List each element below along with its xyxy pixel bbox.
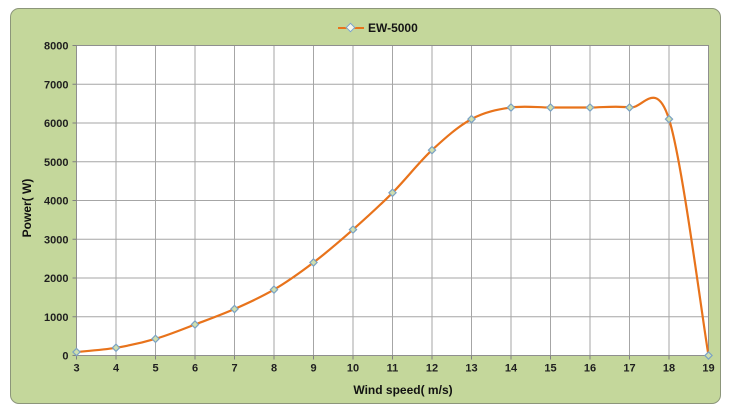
x-axis-tick-label: 6 <box>192 363 198 375</box>
data-point-marker <box>348 225 358 235</box>
y-axis-tick-label: 7000 <box>44 79 68 91</box>
y-axis-tick-label: 1000 <box>44 312 68 324</box>
y-axis-tick-label: 4000 <box>44 196 68 208</box>
legend: EW-5000 <box>338 19 418 37</box>
x-axis-tick-label: 14 <box>505 363 518 375</box>
data-point-marker <box>585 103 595 112</box>
data-point-marker <box>467 114 476 124</box>
x-axis-tick-label: 9 <box>310 363 316 375</box>
data-point-marker <box>190 320 200 329</box>
x-axis-tick-label: 15 <box>544 363 556 375</box>
data-point-marker <box>151 334 160 344</box>
data-point-marker <box>427 145 437 155</box>
x-axis-tick-label: 7 <box>231 363 237 375</box>
y-axis-tick-label: 5000 <box>44 157 68 169</box>
legend-line-sample <box>338 22 364 33</box>
data-point-marker <box>269 285 279 295</box>
x-axis-title: Wind speed( m/s) <box>353 383 453 397</box>
x-axis-tick-label: 5 <box>152 363 158 375</box>
data-point-marker <box>72 347 81 357</box>
data-point-marker <box>388 188 397 198</box>
data-point-marker <box>546 103 555 112</box>
y-axis-tick-label: 3000 <box>44 234 68 246</box>
y-axis-tick-label: 0 <box>62 351 68 363</box>
x-axis-tick-label: 17 <box>623 363 635 375</box>
data-point-marker <box>111 343 121 353</box>
x-axis-tick-label: 18 <box>663 363 675 375</box>
data-point-marker <box>309 258 318 267</box>
y-axis-tick-label: 6000 <box>44 118 68 130</box>
data-point-marker <box>625 103 634 112</box>
legend-series-label: EW-5000 <box>368 21 418 35</box>
x-axis-tick-label: 8 <box>271 363 277 375</box>
legend-diamond-marker-icon <box>345 22 356 33</box>
y-axis-title: Power( W) <box>20 178 34 238</box>
data-point-marker <box>230 304 239 314</box>
y-axis-tick-label: 2000 <box>44 273 68 285</box>
data-point-marker <box>704 351 713 360</box>
x-axis-tick-label: 13 <box>465 363 477 375</box>
y-axis-tick-label: 8000 <box>44 41 68 53</box>
chart-frame: EW-5000 3 4 5 6 7 8 9 10 11 12 13 14 15 16 17 18 19 0 1000… <box>10 8 721 404</box>
x-axis-tick-label: 19 <box>702 363 714 375</box>
x-axis-tick-label: 16 <box>584 363 596 375</box>
x-axis-tick-label: 10 <box>347 363 359 375</box>
data-point-marker <box>664 114 674 124</box>
x-axis-tick-label: 12 <box>426 363 438 375</box>
data-point-marker <box>506 103 516 112</box>
x-axis-tick-label: 11 <box>387 363 399 375</box>
x-axis-tick-label: 3 <box>73 363 79 375</box>
x-axis-tick-label: 4 <box>113 363 120 375</box>
